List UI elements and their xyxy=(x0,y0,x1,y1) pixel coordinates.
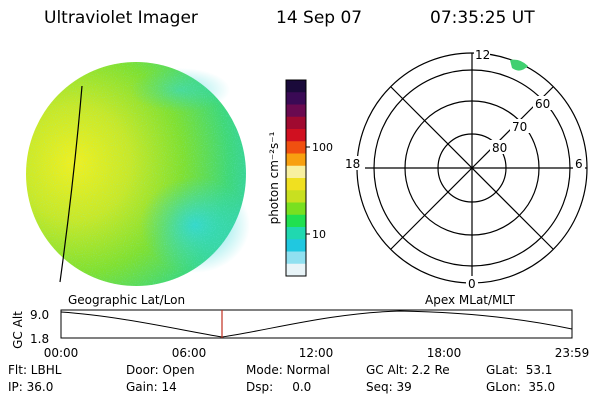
lat-label-60: 60 xyxy=(535,97,550,111)
mlt-label-0: 0 xyxy=(468,277,476,291)
colorbar-band xyxy=(286,141,306,154)
x-tick-0600: 06:00 xyxy=(172,346,207,360)
dsp-info: Dsp: 0.0 xyxy=(246,380,312,394)
y-tick-1-8: 1.8 xyxy=(30,332,49,346)
colorbar-band xyxy=(286,80,306,93)
colorbar-band xyxy=(286,129,306,142)
colorbar-band xyxy=(286,190,306,203)
colorbar-band xyxy=(286,92,306,105)
x-tick-1800: 18:00 xyxy=(427,346,462,360)
meridian-diag-2 xyxy=(390,86,554,250)
timeline-right-title: Apex MLat/MLT xyxy=(425,293,515,307)
gain-info: Gain: 14 xyxy=(126,380,177,394)
door-info: Door: Open xyxy=(126,363,195,377)
lat-label-80: 80 xyxy=(492,141,507,155)
timeline-frame xyxy=(60,309,573,339)
lat-label-70: 70 xyxy=(512,120,527,134)
colorbar-gradient xyxy=(286,80,306,277)
x-tick-0000: 00:00 xyxy=(44,346,79,360)
mlt-label-18: 18 xyxy=(345,157,360,171)
gc-alt-info: GC Alt: 2.2 Re xyxy=(366,363,450,377)
ip-info: IP: 36.0 xyxy=(8,380,54,394)
colorbar-unit-label: photon cm⁻²s⁻¹ xyxy=(267,131,281,224)
earth-disk xyxy=(26,62,250,286)
aurora-patch xyxy=(510,59,528,71)
colorbar-tick-100: 100 xyxy=(312,141,333,154)
glat-info: GLat: 53.1 xyxy=(486,363,553,377)
filter-info: Flt: LBHL xyxy=(8,363,62,377)
seq-info: Seq: 39 xyxy=(366,380,412,394)
colorbar-band xyxy=(286,104,306,118)
colorbar-band xyxy=(286,178,306,191)
mode-info: Mode: Normal xyxy=(246,363,330,377)
colorbar-band xyxy=(286,227,306,240)
colorbar-band xyxy=(286,251,306,265)
colorbar-band xyxy=(286,153,306,167)
y-tick-9: 9.0 xyxy=(30,308,49,322)
glon-info: GLon: 35.0 xyxy=(486,380,556,394)
timeline-y-label: GC Alt xyxy=(11,311,25,349)
timeline-left-title: Geographic Lat/Lon xyxy=(68,293,185,307)
mlt-label-12: 12 xyxy=(475,48,490,62)
instrument-title: Ultraviolet Imager xyxy=(44,8,198,28)
colorbar-band xyxy=(286,214,306,228)
terminator-line xyxy=(59,85,83,283)
colorbar-band xyxy=(286,202,306,216)
colorbar-band xyxy=(286,116,306,130)
colorbar-band xyxy=(286,239,306,252)
date-label: 14 Sep 07 xyxy=(276,8,363,28)
colorbar-band xyxy=(286,263,306,277)
x-tick-2359: 23:59 xyxy=(555,346,590,360)
colorbar-tick-10: 10 xyxy=(312,228,326,241)
altitude-curve xyxy=(60,310,573,338)
time-label: 07:35:25 UT xyxy=(430,8,535,28)
mlt-label-6: 6 xyxy=(575,157,583,171)
x-tick-1200: 12:00 xyxy=(299,346,334,360)
colorbar-band xyxy=(286,165,306,179)
